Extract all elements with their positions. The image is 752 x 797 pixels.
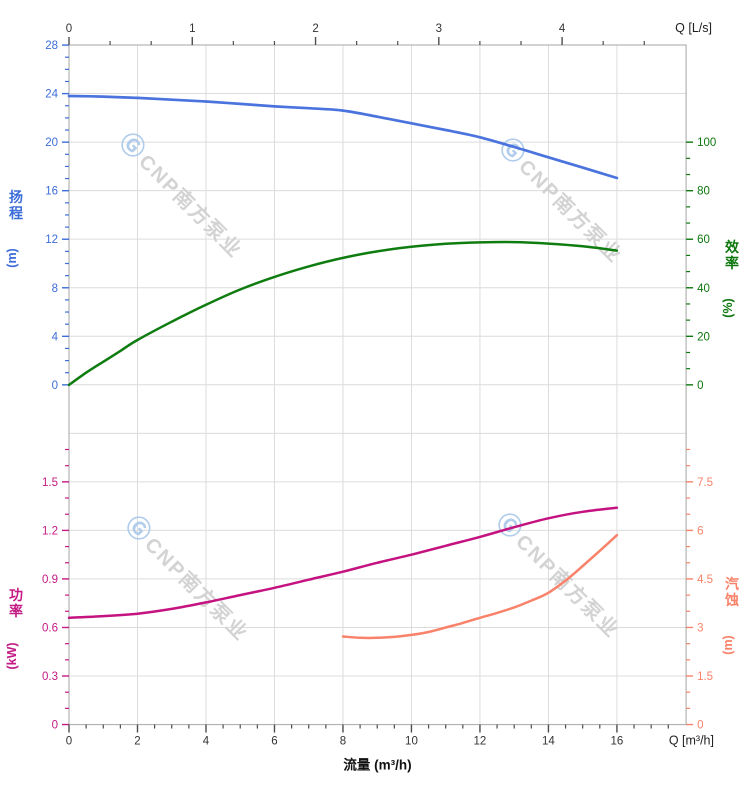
axis-title-char: 效 xyxy=(725,239,740,255)
eff-tick-label: 20 xyxy=(697,331,710,343)
axis-title-char: 功 xyxy=(9,587,23,603)
eff-tick-label: 80 xyxy=(697,186,710,198)
axis-unit-label: (kW) xyxy=(5,642,19,669)
bottom-tick-label: 0 xyxy=(66,736,72,748)
efficiency-curve xyxy=(67,240,619,387)
top-tick-label: 1 xyxy=(189,23,195,35)
top-tick-label: 3 xyxy=(436,23,442,35)
npsh-axis: 0 1.5 3 4.5 6 7.5 xyxy=(686,448,713,732)
head-curve xyxy=(67,94,619,180)
watermark-text: CNP南方泵业 xyxy=(134,149,247,262)
axis-unit-label: (m) xyxy=(5,248,19,267)
power-axis: 0 0.3 0.6 0.9 1.2 1.5 xyxy=(42,448,69,732)
npsh-axis-title: 汽蚀 (m) xyxy=(721,576,739,655)
axis-title-char: 蚀 xyxy=(724,592,739,608)
bottom-tick-label: 10 xyxy=(405,736,418,748)
curves xyxy=(67,94,619,640)
power-tick-label: 0.3 xyxy=(42,671,58,683)
head-tick-label: 0 xyxy=(52,380,58,392)
watermark: ⒼCNP南方泵业 xyxy=(494,132,630,268)
npsh-tick-label: 6 xyxy=(697,525,703,537)
top-tick-label: 2 xyxy=(312,23,318,35)
power-tick-label: 0.9 xyxy=(42,574,58,586)
axis-title-char: 程 xyxy=(9,205,23,221)
axis-title-char: 率 xyxy=(725,255,739,271)
axis-title-char: 率 xyxy=(9,603,23,619)
eff-tick-label: 60 xyxy=(697,234,710,246)
power-tick-label: 0 xyxy=(52,720,58,732)
npsh-tick-label: 1.5 xyxy=(697,671,713,683)
head-tick-label: 12 xyxy=(45,234,58,246)
power-tick-label: 0.6 xyxy=(42,622,58,634)
eff-tick-label: 0 xyxy=(697,380,703,392)
npsh-tick-label: 0 xyxy=(697,720,703,732)
bottom-tick-label: 16 xyxy=(611,736,624,748)
bottom-tick-label: 6 xyxy=(271,736,277,748)
head-tick-label: 4 xyxy=(52,331,59,343)
x-axis-bottom: 0 2 4 6 8 10 12 14 16 Q [m³/h] 流量 (m³/h) xyxy=(66,724,714,773)
npsh-tick-label: 4.5 xyxy=(697,574,713,586)
axis-unit-label: (m) xyxy=(721,635,735,654)
head-tick-label: 24 xyxy=(45,89,58,101)
eff-axis-title: 效率 (%) xyxy=(721,239,740,318)
eff-tick-label: 100 xyxy=(697,137,716,149)
bottom-axis-unit: Q [m³/h] xyxy=(669,734,714,748)
bottom-tick-label: 4 xyxy=(203,736,210,748)
bottom-tick-label: 14 xyxy=(542,736,555,748)
npsh-tick-label: 7.5 xyxy=(697,477,713,489)
x-axis-top: 0 1 2 3 4 Q [L/s] xyxy=(66,21,712,45)
power-axis-title: 功率 (kW) xyxy=(5,587,23,670)
axis-title-char: 汽 xyxy=(725,576,739,592)
eff-axis: 0 20 40 60 80 100 xyxy=(686,137,716,392)
head-axis-title: 扬程 (m) xyxy=(5,189,23,268)
bottom-tick-label: 8 xyxy=(340,736,346,748)
power-tick-label: 1.2 xyxy=(42,525,58,537)
top-tick-label: 4 xyxy=(559,23,566,35)
grid-lines xyxy=(69,45,687,725)
axis-unit-label: (%) xyxy=(721,298,735,317)
head-tick-label: 16 xyxy=(45,186,58,198)
bottom-tick-label: 12 xyxy=(474,736,487,748)
head-axis: 0 4 8 12 16 20 24 28 xyxy=(45,40,69,392)
watermark-text: CNP南方泵业 xyxy=(140,532,253,645)
bottom-tick-label: 2 xyxy=(134,736,140,748)
watermark: ⒼCNP南方泵业 xyxy=(114,127,250,263)
power-curve xyxy=(67,506,619,620)
head-tick-label: 8 xyxy=(52,283,58,295)
npsh-curve xyxy=(341,533,619,640)
power-tick-label: 1.5 xyxy=(42,477,58,489)
top-axis-unit: Q [L/s] xyxy=(675,21,712,35)
axis-title-char: 扬 xyxy=(9,189,23,205)
npsh-tick-label: 3 xyxy=(697,622,703,634)
head-tick-label: 28 xyxy=(45,40,58,52)
top-tick-label: 0 xyxy=(66,23,72,35)
flow-axis-title: 流量 (m³/h) xyxy=(343,757,411,773)
eff-tick-label: 40 xyxy=(697,283,710,295)
watermark-text: CNP南方泵业 xyxy=(511,529,624,642)
head-tick-label: 20 xyxy=(45,137,58,149)
